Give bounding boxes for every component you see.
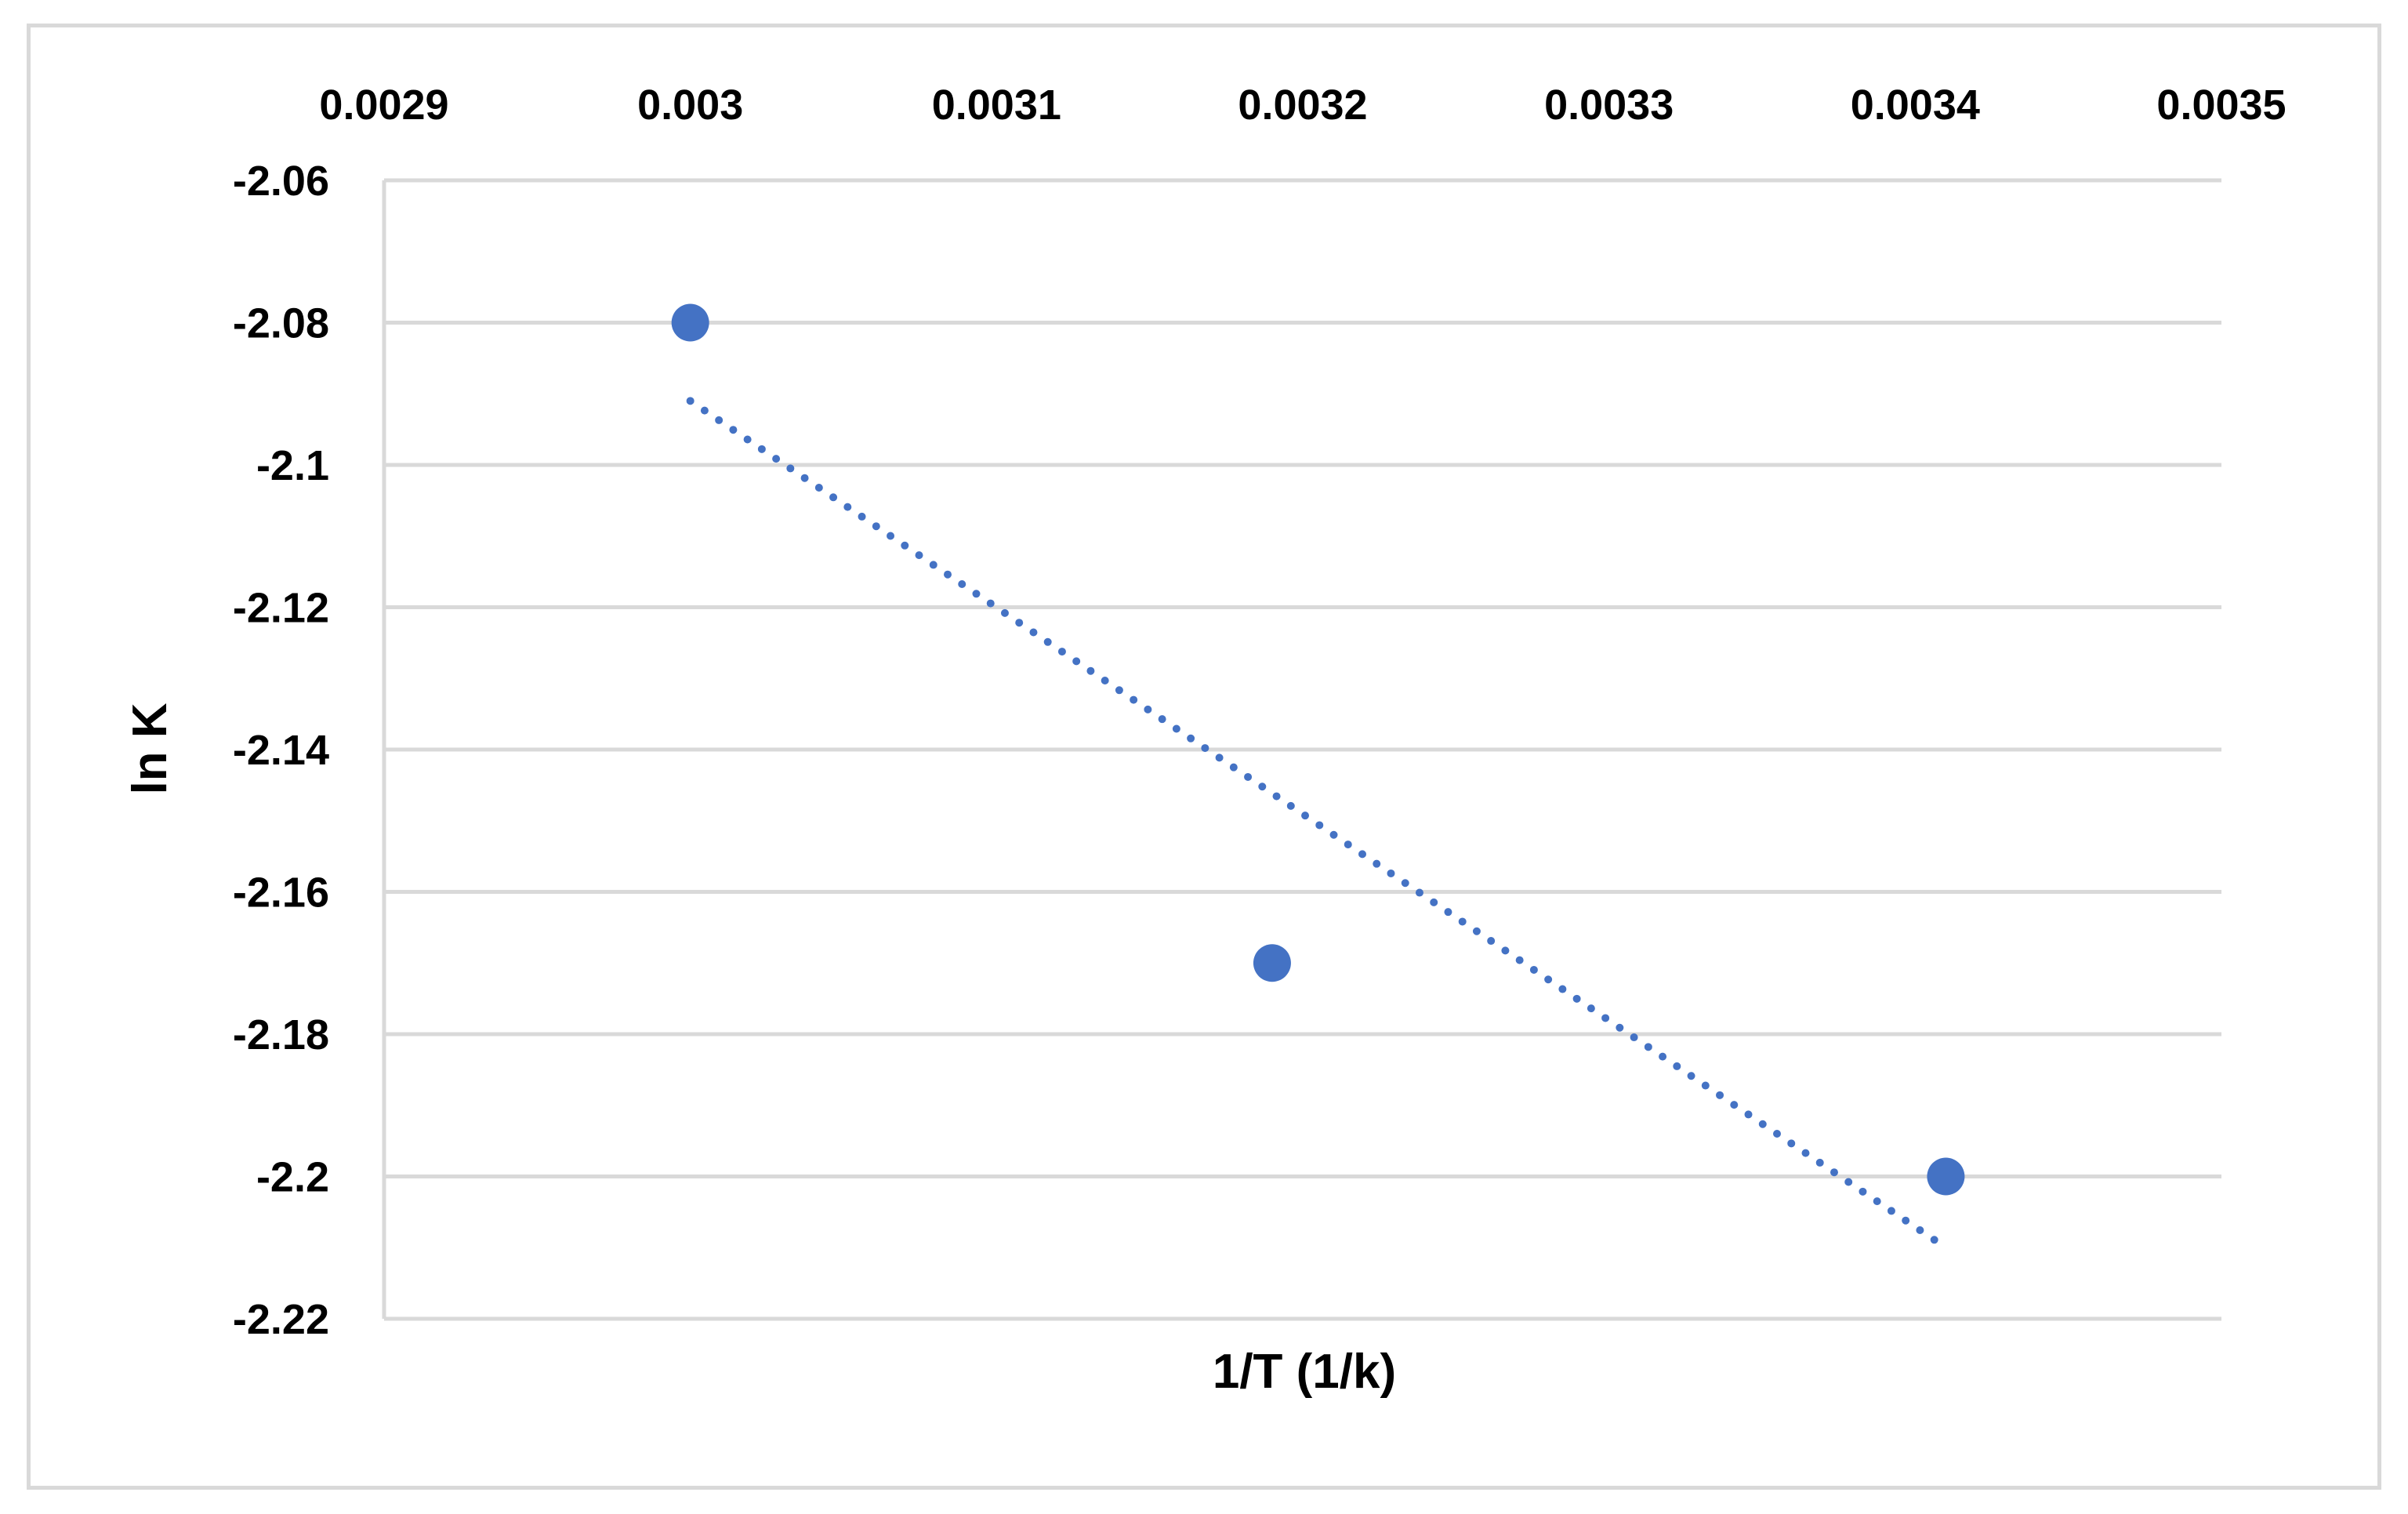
trendline	[686, 397, 1950, 1252]
y-tick-label: -2.2	[256, 1154, 329, 1201]
y-tick-label: -2.18	[233, 1011, 329, 1058]
x-tick-label: 0.0035	[2156, 82, 2286, 129]
y-tick-label: -2.22	[233, 1296, 329, 1343]
data-point	[671, 303, 709, 342]
data-points	[671, 303, 1965, 1196]
x-tick-label: 0.0033	[1544, 82, 1674, 129]
x-tick-label: 0.0032	[1238, 82, 1367, 129]
y-tick-labels: -2.06 -2.08 -2.1 -2.12 -2.14 -2.16 -2.18 -2.2 -2…	[233, 158, 329, 1343]
gridlines	[384, 178, 2221, 1321]
y-tick-label: -2.14	[233, 727, 329, 774]
data-point	[1253, 944, 1291, 982]
y-tick-label: -2.1	[256, 442, 329, 489]
x-tick-label: 0.0029	[319, 82, 448, 129]
y-tick-label: -2.12	[233, 585, 329, 632]
y-tick-label: -2.06	[233, 158, 329, 205]
y-axis-title: ln K	[123, 703, 177, 794]
x-tick-label: 0.0034	[1851, 82, 1980, 129]
x-tick-label: 0.003	[637, 82, 743, 129]
x-axis-title: 1/T (1/k)	[1213, 1345, 1396, 1399]
y-tick-label: -2.16	[233, 870, 329, 917]
data-point	[1927, 1157, 1965, 1196]
trendline-layer	[686, 397, 1950, 1252]
y-tick-label: -2.08	[233, 300, 329, 347]
x-tick-label: 0.0031	[932, 82, 1061, 129]
x-tick-labels: 0.0029 0.003 0.0031 0.0032 0.0033 0.0034 0.003…	[319, 82, 2286, 129]
chart-frame	[27, 24, 2381, 1490]
